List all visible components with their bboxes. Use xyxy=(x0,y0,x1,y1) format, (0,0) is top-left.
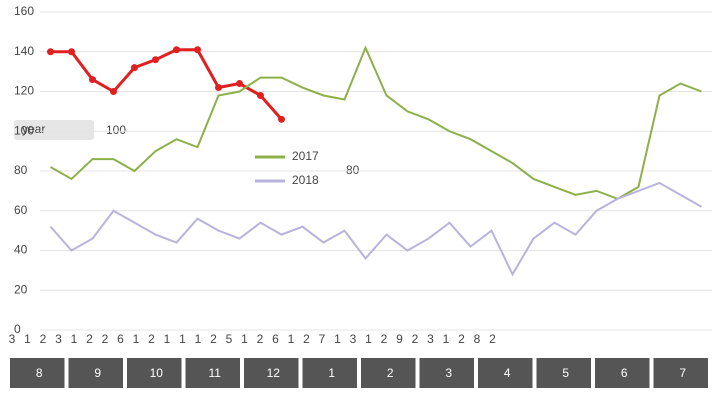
month-label: 10 xyxy=(150,366,164,380)
month-label: 3 xyxy=(445,366,452,380)
x-tick-label: 2 xyxy=(381,332,388,346)
x-tick-label: 2 xyxy=(210,332,217,346)
x-tick-label: 2 xyxy=(86,332,93,346)
x-tick-label: 2 xyxy=(148,332,155,346)
x-tick-label: 6 xyxy=(117,332,124,346)
x-tick-label: 2 xyxy=(489,332,496,346)
y-tick-label: 0 xyxy=(14,322,21,336)
legend-label: 2018 xyxy=(292,173,319,187)
series-line xyxy=(50,45,702,200)
series-point xyxy=(152,56,159,64)
x-tick-label: 1 xyxy=(24,332,31,346)
month-label: 9 xyxy=(94,366,101,380)
y-tick-label: 20 xyxy=(14,282,28,296)
x-tick-label: 3 xyxy=(55,332,62,346)
month-cell xyxy=(127,358,182,388)
y-tick-label: 120 xyxy=(14,84,34,98)
month-cell xyxy=(185,358,240,388)
x-tick-label: 1 xyxy=(195,332,202,346)
x-tick-label: 9 xyxy=(396,332,403,346)
month-cell xyxy=(536,358,591,388)
month-cell xyxy=(478,358,533,388)
series-point xyxy=(68,48,75,56)
series-point xyxy=(89,76,96,84)
x-tick-label: 1 xyxy=(133,332,140,346)
series-point xyxy=(236,80,243,88)
x-tick-label: 2 xyxy=(257,332,264,346)
series-point xyxy=(110,88,117,95)
x-tick-label: 2 xyxy=(40,332,47,346)
month-cell xyxy=(10,358,65,388)
x-tick-label: 5 xyxy=(226,332,233,346)
series-point xyxy=(47,48,54,56)
month-cell xyxy=(244,358,299,388)
month-cell xyxy=(653,358,708,388)
month-label: 5 xyxy=(562,366,569,380)
month-label: 6 xyxy=(621,366,628,380)
x-tick-label: 8 xyxy=(474,332,481,346)
filter-button[interactable] xyxy=(14,120,94,140)
month-cell xyxy=(68,358,123,388)
x-tick-label: 7 xyxy=(319,332,326,346)
series-point xyxy=(173,46,180,54)
month-cell xyxy=(361,358,416,388)
series-line xyxy=(49,181,702,277)
y-tick-label: 160 xyxy=(14,4,34,18)
series-point xyxy=(215,84,222,92)
month-label: 2 xyxy=(387,366,394,380)
y-tick-label: 100 xyxy=(14,123,34,137)
month-cell xyxy=(419,358,474,388)
x-tick-label: 3 xyxy=(427,332,434,346)
month-label: 8 xyxy=(36,366,43,380)
y-tick-label: 40 xyxy=(14,243,28,257)
annotation: 80 xyxy=(346,163,360,177)
legend-label: 2017 xyxy=(292,149,319,163)
x-tick-label: 6 xyxy=(272,332,279,346)
month-cell xyxy=(595,358,650,388)
x-tick-label: 1 xyxy=(241,332,248,346)
x-tick-label: 1 xyxy=(71,332,78,346)
x-tick-label: 1 xyxy=(288,332,295,346)
series-point xyxy=(278,115,285,123)
y-tick-label: 60 xyxy=(14,203,28,217)
month-label: 11 xyxy=(209,366,222,380)
x-tick-label: 2 xyxy=(412,332,419,346)
month-label: 1 xyxy=(328,366,335,380)
series-line xyxy=(50,48,283,121)
x-tick-label: 3 xyxy=(9,332,16,346)
annotation: 100 xyxy=(106,123,126,137)
x-tick-label: 1 xyxy=(334,332,341,346)
month-label: 4 xyxy=(504,366,511,380)
series-point xyxy=(257,91,264,99)
month-cell xyxy=(302,358,357,388)
x-tick-label: 3 xyxy=(350,332,357,346)
x-tick-label: 2 xyxy=(458,332,465,346)
y-tick-label: 140 xyxy=(14,44,34,58)
x-tick-label: 1 xyxy=(179,332,186,346)
filter-label: year xyxy=(22,122,45,136)
y-tick-label: 80 xyxy=(14,163,28,177)
series-point xyxy=(194,46,201,54)
x-tick-label: 2 xyxy=(102,332,109,346)
x-tick-label: 2 xyxy=(303,332,310,346)
month-label: 12 xyxy=(267,366,281,380)
series-point xyxy=(131,64,138,72)
x-tick-label: 1 xyxy=(443,332,450,346)
month-label: 7 xyxy=(679,366,686,380)
x-tick-label: 1 xyxy=(365,332,372,346)
x-tick-label: 1 xyxy=(164,332,171,346)
